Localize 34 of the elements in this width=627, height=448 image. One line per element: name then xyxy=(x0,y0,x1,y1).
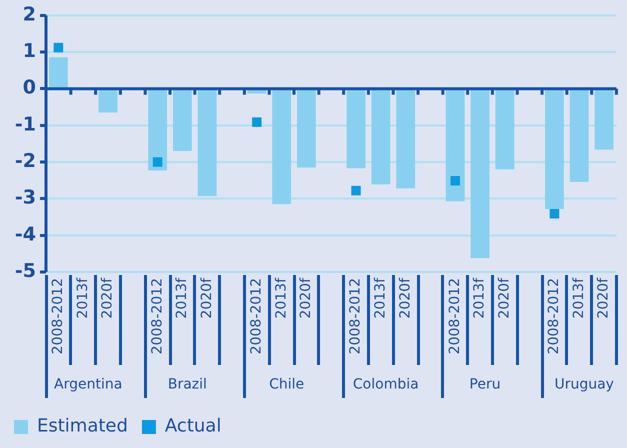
text: Brazil xyxy=(168,376,207,393)
x-tick-label: 2020f xyxy=(198,276,215,319)
x-tick-label: 2008-2012 xyxy=(348,278,364,354)
text: Argentina xyxy=(54,376,122,393)
y-tick-label: 0 xyxy=(22,76,36,99)
text: Chile xyxy=(269,376,304,393)
text: Uruguay xyxy=(554,376,614,393)
text: Colombia xyxy=(352,376,419,393)
x-tick-label: 2020f xyxy=(100,276,116,319)
x-tick-label: 2013f xyxy=(372,276,388,319)
y-tick-label: -5 xyxy=(14,260,36,282)
x-tick-label: 2008-2012 xyxy=(546,278,562,354)
x-tick-label: 2013f xyxy=(174,276,190,319)
text: Peru xyxy=(469,376,501,393)
x-tick-label: 2020f xyxy=(496,276,512,319)
y-tick-label: 2 xyxy=(22,3,36,26)
x-tick-label: 2008-2012 xyxy=(446,278,463,354)
x-tick-label: 2008-2012 xyxy=(50,278,66,354)
y-tick-label: 1 xyxy=(22,40,36,62)
legend-label: Actual xyxy=(164,416,222,437)
x-tick-label: 2008-2012 xyxy=(248,278,264,354)
x-tick-label: 2008-2012 xyxy=(149,278,166,354)
x-tick-label: 2013f xyxy=(273,276,290,319)
x-tick-label: 2013f xyxy=(472,276,488,319)
x-tick-label: 2013f xyxy=(74,276,91,319)
x-tick-label: 2020f xyxy=(298,276,314,319)
legend-label: Estimated xyxy=(37,416,128,437)
x-tick-label: 2020f xyxy=(596,276,612,319)
x-tick-label: 2013f xyxy=(570,276,587,319)
y-tick-label: -4 xyxy=(14,223,36,246)
x-tick-label: 2020f xyxy=(397,276,414,319)
y-tick-label: -2 xyxy=(14,150,36,172)
y-tick-label: -3 xyxy=(14,186,36,209)
y-tick-label: -1 xyxy=(14,113,36,136)
